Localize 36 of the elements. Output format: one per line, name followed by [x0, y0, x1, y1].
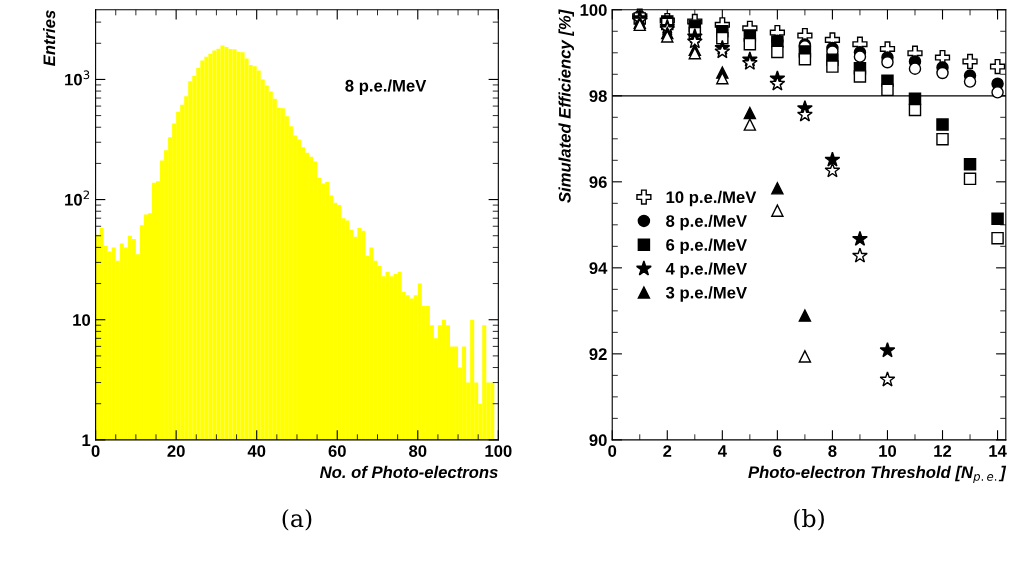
x-tick-label: 40	[247, 445, 266, 457]
x-tick-label: 2	[663, 445, 672, 457]
x-tick-label: 10	[879, 445, 897, 457]
x-tick-label: 14	[989, 445, 1007, 457]
x-tick-label: 12	[934, 445, 952, 457]
legend-label: 8 p.e./MeV	[666, 214, 747, 231]
x-tick-label: 100	[485, 445, 512, 457]
y-axis-title: Simulated Efficiency [%]	[558, 9, 575, 203]
legend-label: 10 p.e./MeV	[666, 190, 757, 207]
y-tick-label: 94	[589, 262, 608, 275]
y-tick-label: 10	[73, 314, 91, 326]
x-tick-label: 0	[91, 445, 100, 457]
x-tick-label: 0	[608, 445, 617, 457]
annotation: 8 p.e./MeV	[345, 79, 427, 95]
y-tick-label: 1	[82, 434, 91, 446]
text: (b)	[794, 508, 824, 531]
y-tick-label: 10$^{3}$	[65, 70, 90, 86]
legend-label: 3 p.e./MeV	[665, 286, 747, 302]
x-tick-label: 80	[409, 445, 427, 457]
x-axis-title: No. of Photo-electrons	[319, 465, 498, 479]
x-tick-label: 6	[773, 445, 782, 457]
legend-label: 6 p.e./MeV	[666, 238, 747, 255]
y-tick-label: 96	[589, 176, 607, 189]
x-tick-label: 20	[167, 445, 185, 457]
x-tick-label: 4	[717, 445, 727, 457]
y-tick-label: 100	[580, 4, 607, 16]
x-tick-label: 60	[328, 445, 346, 457]
y-tick-label: 90	[589, 434, 607, 447]
y-tick-label: 98	[589, 90, 607, 102]
text: (a)	[282, 508, 312, 531]
y-tick-label: 92	[589, 348, 607, 361]
y-axis-title: Entries	[42, 10, 56, 66]
x-tick-label: 8	[828, 445, 837, 457]
x-axis-title: Photo-electron Threshold [N$_{p.e.}$]	[748, 465, 1007, 484]
legend-label: 4 p.e./MeV	[665, 262, 747, 278]
y-tick-label: 10$^{2}$	[65, 190, 90, 206]
